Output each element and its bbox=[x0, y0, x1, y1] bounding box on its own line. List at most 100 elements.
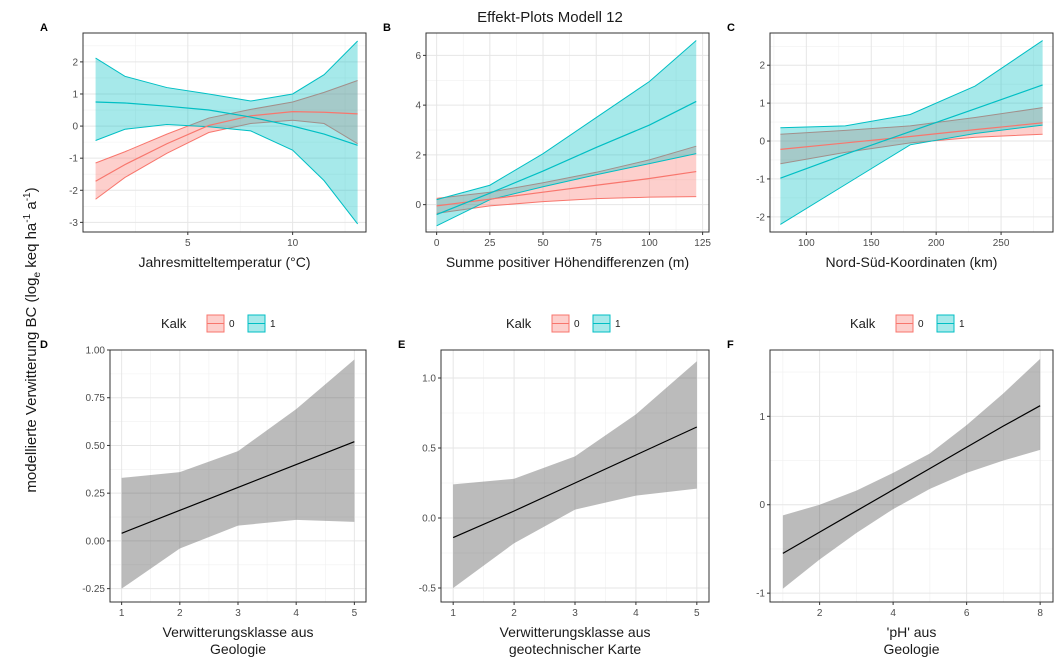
y-tick-label: 0.75 bbox=[86, 393, 106, 404]
x-tick-label: 100 bbox=[641, 238, 658, 249]
confidence-ribbon bbox=[95, 80, 358, 200]
panel-border bbox=[425, 32, 710, 233]
y-tick-label: 2 bbox=[759, 61, 765, 72]
legend-label: 0 bbox=[229, 319, 235, 330]
y-tick-label: 0.5 bbox=[422, 444, 436, 455]
x-axis-label-line: Nord-Süd-Koordinaten (km) bbox=[826, 254, 998, 270]
ribbon-upper-edge bbox=[436, 145, 697, 199]
x-axis-label: Jahresmitteltemperatur (°C) bbox=[138, 254, 310, 270]
x-tick-label: 8 bbox=[1037, 608, 1043, 619]
legend-label: 1 bbox=[270, 319, 276, 330]
y-tick-label: 1.0 bbox=[422, 374, 436, 385]
x-axis-label-line: Verwitterungsklasse aus bbox=[500, 624, 651, 640]
panel-A: 5 10 -3 -2 -1 0 1 2 A Jahresmitteltemperatur (°C) bbox=[40, 22, 367, 270]
series-line bbox=[436, 100, 697, 216]
figure-title: Effekt-Plots Modell 12 bbox=[477, 9, 623, 26]
x-tick-label: 25 bbox=[484, 238, 496, 249]
x-tick-label: 10 bbox=[287, 238, 299, 249]
legend-title: Kalk bbox=[506, 316, 532, 331]
panel-D: 1 2 3 4 5 -0.25 0.00 0.25 0.50 0.75 1.00 D Verwitter… bbox=[40, 339, 367, 657]
series-line bbox=[780, 122, 1043, 150]
ribbon-lower-edge bbox=[95, 119, 358, 200]
x-tick-label: 50 bbox=[537, 238, 549, 249]
legend-label: 0 bbox=[918, 319, 924, 330]
y-tick-label: 1.00 bbox=[86, 346, 106, 357]
ribbon-upper-edge bbox=[780, 107, 1043, 135]
y-tick-label: 1 bbox=[72, 89, 78, 100]
legend-label: 1 bbox=[615, 319, 621, 330]
x-tick-label: 2 bbox=[817, 608, 823, 619]
series-line bbox=[780, 84, 1043, 179]
panel-E: 1 2 3 4 5 -0.5 0.0 0.5 1.0 E Verwitterungsklasse a… bbox=[398, 339, 710, 657]
legends: Kalk 0 1 Kalk 0 1 Kalk 0 1 bbox=[161, 314, 965, 333]
x-axis-label-line: Geologie bbox=[883, 641, 939, 657]
x-axis-label-line: Geologie bbox=[210, 641, 266, 657]
x-axis-label-line: geotechnischer Karte bbox=[509, 641, 642, 657]
y-tick-label: -1 bbox=[756, 589, 765, 600]
legend: Kalk 0 1 bbox=[850, 314, 965, 333]
panel-letter: A bbox=[40, 22, 48, 34]
panel-border bbox=[109, 349, 367, 603]
x-tick-label: 6 bbox=[964, 608, 970, 619]
y-tick-label: 1 bbox=[759, 99, 765, 110]
x-tick-label: 75 bbox=[591, 238, 603, 249]
confidence-ribbon bbox=[782, 358, 1041, 589]
ribbon-lower-edge bbox=[436, 196, 697, 214]
y-tick-label: 6 bbox=[415, 51, 421, 62]
panel-B: 0 25 50 75 100 125 0 2 4 6 B Summe positiver Höhend… bbox=[383, 22, 711, 270]
y-tick-label: 1 bbox=[759, 412, 765, 423]
series-line bbox=[121, 441, 355, 534]
y-tick-label: 2 bbox=[415, 150, 421, 161]
legend-label: 1 bbox=[959, 319, 965, 330]
y-tick-label: 0.25 bbox=[86, 489, 106, 500]
y-tick-label: 0.50 bbox=[86, 441, 106, 452]
y-tick-label: -0.5 bbox=[419, 584, 437, 595]
x-tick-label: 1 bbox=[119, 608, 125, 619]
x-axis-label-line: Jahresmitteltemperatur (°C) bbox=[138, 254, 310, 270]
x-tick-label: 3 bbox=[235, 608, 241, 619]
shared-y-axis-label: modellierte Verwitterung BC (loge keq ha… bbox=[22, 187, 43, 492]
y-tick-label: -3 bbox=[69, 218, 78, 229]
ribbon-lower-edge bbox=[436, 153, 697, 227]
panel-C: 100 150 200 250 -2 -1 0 1 2 C Nord-Süd-Koordinaten… bbox=[727, 22, 1054, 270]
x-tick-label: 4 bbox=[890, 608, 896, 619]
panel-letter: E bbox=[398, 339, 405, 351]
confidence-ribbon bbox=[95, 41, 358, 224]
panel-border bbox=[769, 349, 1054, 603]
y-tick-label: -1 bbox=[69, 154, 78, 165]
panel-letter: C bbox=[727, 22, 735, 34]
confidence-ribbon bbox=[780, 107, 1043, 164]
panel-border bbox=[769, 32, 1054, 233]
y-tick-label: 0 bbox=[759, 137, 765, 148]
x-tick-label: 4 bbox=[293, 608, 299, 619]
y-tick-label: 0 bbox=[759, 500, 765, 511]
x-axis-label: Verwitterungsklasse aus Geologie bbox=[163, 624, 314, 657]
x-axis-label-line: Verwitterungsklasse aus bbox=[163, 624, 314, 640]
panel-border bbox=[440, 349, 710, 603]
ribbon-upper-edge bbox=[95, 40, 358, 102]
x-tick-label: 5 bbox=[185, 238, 191, 249]
legend-label: 0 bbox=[574, 319, 580, 330]
x-tick-label: 5 bbox=[694, 608, 700, 619]
series-line bbox=[95, 101, 358, 146]
x-tick-label: 2 bbox=[177, 608, 183, 619]
legend: Kalk 0 1 bbox=[161, 314, 276, 333]
y-tick-label: 2 bbox=[72, 57, 78, 68]
y-tick-label: 0 bbox=[415, 200, 421, 211]
y-tick-label: 4 bbox=[415, 101, 421, 112]
x-tick-label: 3 bbox=[572, 608, 578, 619]
y-tick-label: 0 bbox=[72, 122, 78, 133]
ribbon-lower-edge bbox=[780, 133, 1043, 165]
ribbon-upper-edge bbox=[780, 40, 1043, 129]
legend-title: Kalk bbox=[850, 316, 876, 331]
y-tick-label: 0.0 bbox=[422, 514, 436, 525]
x-tick-label: 100 bbox=[798, 238, 815, 249]
series-line bbox=[436, 170, 697, 207]
ribbon-upper-edge bbox=[436, 40, 697, 201]
series-line bbox=[782, 405, 1041, 554]
panel-F: 2 4 6 8 -1 0 1 F 'pH' aus Geologie bbox=[727, 339, 1054, 657]
panel-letter: B bbox=[383, 22, 391, 34]
x-tick-label: 150 bbox=[863, 238, 880, 249]
x-axis-label: Verwitterungsklasse aus geotechnischer Ka… bbox=[500, 624, 651, 657]
